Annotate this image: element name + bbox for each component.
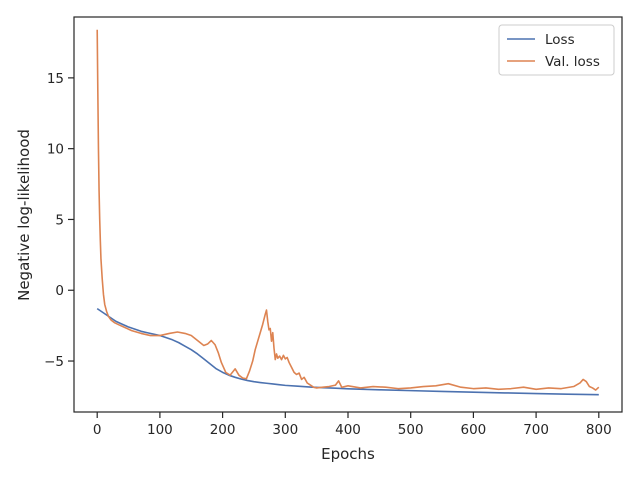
- x-tick-label: 200: [210, 422, 236, 438]
- y-tick-label: 5: [55, 212, 64, 228]
- x-axis-label: Epochs: [321, 445, 375, 463]
- series-layer: [96, 29, 600, 396]
- x-tick-label: 600: [461, 422, 487, 438]
- series-line-1: [96, 29, 600, 391]
- x-tick-label: 500: [398, 422, 424, 438]
- y-axis-label: Negative log-likelihood: [15, 129, 33, 301]
- y-axis: −5 0 5 10 15: [44, 71, 74, 370]
- plot-area: [96, 29, 600, 396]
- x-tick-label: 300: [272, 422, 298, 438]
- legend-label-0: Loss: [545, 32, 575, 48]
- y-tick-label: −5: [44, 354, 64, 370]
- legend: Loss Val. loss: [498, 24, 615, 76]
- series-line-0: [96, 307, 599, 396]
- x-tick-label: 800: [586, 422, 612, 438]
- legend-box: [498, 24, 615, 76]
- x-axis: 0 100 200 300 400 500 600 700 800: [93, 412, 612, 438]
- x-tick-label: 700: [523, 422, 549, 438]
- x-tick-label: 400: [335, 422, 361, 438]
- y-tick-label: 10: [47, 142, 64, 158]
- y-tick-label: 0: [55, 283, 64, 299]
- x-tick-label: 100: [147, 422, 173, 438]
- y-tick-label: 15: [47, 71, 64, 87]
- x-tick-label: 0: [93, 422, 102, 438]
- legend-label-1: Val. loss: [545, 54, 600, 70]
